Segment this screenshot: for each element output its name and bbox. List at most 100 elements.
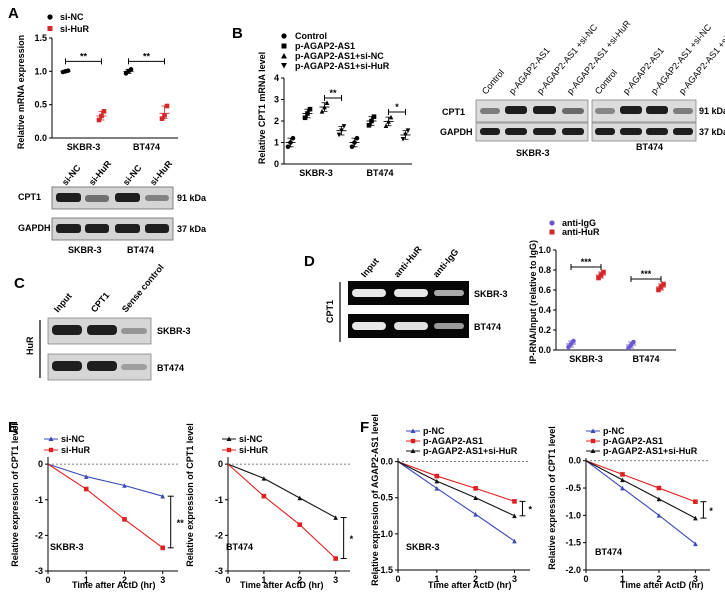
blot-b-lane-5: Control [593,68,619,97]
y-tick-label: 4 [274,73,279,83]
data-point [473,512,478,517]
band [394,289,428,297]
legend-marker-e1-si-nc [48,436,54,441]
data-point [631,339,636,345]
band [56,224,81,233]
y-tick-label: 3 [274,95,279,105]
data-point [83,486,89,492]
blot-c-side-label: HuR [25,336,35,355]
data-point [83,474,89,479]
blot-a-gapdh-membrane [51,217,174,241]
legend-marker-si-hur [47,26,53,31]
legend-marker-f1-p-nc [410,428,416,433]
panel-e-chart-skbr3: 0-1-2-30 1 2 3** [35,457,184,585]
x-tick-label: 0 [395,574,400,584]
panel-e1-cell: SKBR-3 [50,542,84,552]
legend-marker-si-nc [47,14,53,20]
data-point [693,515,698,521]
series-line [227,463,336,519]
panel-d-legend-anti-hur: anti-HuR [562,227,600,237]
data-point [473,486,478,491]
panel-b-western-blot: Control p-AGAP2-AS1 p-AGAP2-AS1 +si-NC p… [440,18,725,158]
blot-b-cpt1-kda: 91 kDa [699,106,725,116]
significance-label: * [528,505,532,515]
band [121,364,147,370]
data-point [388,114,394,120]
data-point [122,517,127,522]
panel-e2-legend-si-nc: si-NC [239,434,263,444]
x-tick-label: SKBR-3 [67,142,101,152]
panel-d-label: D [304,253,315,270]
panel-f-chart-bt474: 0.0 -0.5 -1.0 -1.5 -2.00 1 2 3 * [565,456,713,584]
y-tick-label: 0.0 [538,345,551,355]
panel-b-legend-p-agap2: p-AGAP2-AS1 [295,41,355,51]
band [434,323,464,329]
data-point [164,103,170,109]
blot-b-row-cpt1: CPT1 [442,107,465,117]
blot-a-row-gapdh: GAPDH [18,223,51,233]
x-tick-label: 2 [473,574,478,584]
data-point [693,499,698,505]
data-point [620,485,625,491]
data-point [261,476,267,481]
data-point [160,545,166,551]
significance-label: ** [80,51,88,61]
data-point [324,100,330,106]
data-point [656,485,662,491]
panel-a-western-blot: si-NC si-HuR si-NC si-HuR CPT1 91 kDa GA… [18,158,207,255]
x-tick-label: 2 [656,574,661,584]
data-point [371,114,377,119]
band [145,195,169,201]
data-point [339,128,344,133]
series-line [227,463,337,559]
blot-b-group-bt474: BT474 [636,142,663,152]
data-point [596,275,601,281]
legend-marker-f1-p-agap2 [410,438,416,444]
band [646,128,668,135]
significance-label: ** [177,518,185,528]
significance-label: * [350,534,354,544]
panel-e-xlabel-2: Time after ActD (hr) [240,580,324,590]
significance-label: * [709,506,713,516]
panel-c-blot: Input CPT1 Sense control HuR SKBR-3 BT47… [25,262,191,381]
band [673,108,693,114]
series-line [585,460,696,503]
legend-marker-f1-p-agap2-si-hur [410,448,416,453]
panel-a-ylabel: Relative mRNA expression [16,35,26,149]
data-point [65,68,71,73]
data-point [352,140,357,145]
gel-d-row-label-2: BT474 [474,322,501,332]
series-line [47,463,163,497]
y-tick-label: -1 [215,495,223,505]
significance-label: ** [329,88,337,98]
data-point [405,128,411,133]
y-tick-label: 0.6 [538,285,551,295]
data-point [297,522,303,527]
data-point [366,123,372,128]
data-point [369,118,374,124]
panel-e1-legend-si-nc: si-NC [61,434,85,444]
x-tick-label: 1 [84,575,89,585]
blot-c-lane-input: Input [52,291,74,314]
band [505,106,527,114]
panel-c-label: C [14,275,25,292]
series-line [585,460,696,545]
series-line [47,463,164,549]
data-point [333,515,338,520]
panel-b-legend-p-agap2-si-hur: p-AGAP2-AS1+si-HuR [295,61,390,71]
data-point [434,473,440,479]
panel-d-legend-anti-igg: anti-IgG [562,218,596,228]
blot-a-group-bt474: BT474 [127,245,154,255]
data-point [341,124,347,129]
data-point [661,281,666,287]
band [352,289,386,297]
y-tick-label: 0.8 [538,265,551,275]
band [595,108,615,114]
blot-a-lane-1: si-NC [60,162,83,187]
band [562,128,584,135]
data-point [101,109,107,114]
data-point [473,495,478,501]
x-tick-label: SKBR-3 [569,354,603,364]
panel-a-chart: 0.0 0.5 1.0 1.5 SKBR-3 ** BT474 ** [34,33,178,152]
blot-a-group-skbr3: SKBR-3 [68,245,102,255]
